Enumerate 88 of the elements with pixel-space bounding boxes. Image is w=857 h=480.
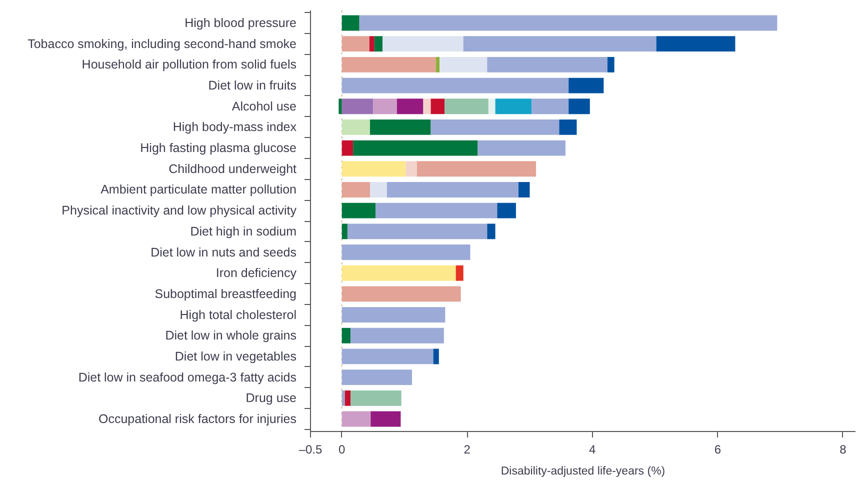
bar <box>342 36 370 52</box>
bar <box>342 411 371 427</box>
x-tick-label: 6 <box>714 442 722 456</box>
bar <box>370 411 401 427</box>
y-tick-label: Diet low in vegetables <box>174 349 297 364</box>
x-tick-label: 8 <box>840 442 847 456</box>
y-tick-label: Ambient particulate matter pollution <box>100 182 297 197</box>
bar <box>359 15 778 31</box>
bar <box>370 182 387 198</box>
y-tick-label: Household air pollution from solid fuels <box>82 58 297 72</box>
bar <box>342 15 360 31</box>
y-tick-label: Occupational risk factors for injuries <box>98 412 297 426</box>
y-tick-label: Diet low in whole grains <box>165 328 296 343</box>
bar <box>406 161 417 177</box>
y-tick-label: Diet low in seafood omega-3 fatty acids <box>78 370 296 384</box>
bar <box>463 36 656 52</box>
y-tick-label: Tobacco smoking, including second-hand smoke <box>28 36 297 51</box>
x-tick-label: 4 <box>589 442 596 456</box>
bar <box>344 390 351 406</box>
y-tick-label: Suboptimal breastfeeding <box>154 286 297 301</box>
x-tick-label: 2 <box>464 442 471 456</box>
y-tick-label: Diet low in fruits <box>208 78 297 93</box>
y-tick-label: Iron deficiency <box>216 266 298 280</box>
bar <box>342 98 374 114</box>
x-tick-label: 0 <box>338 442 346 456</box>
bar <box>487 56 608 72</box>
bar <box>342 307 446 322</box>
bar <box>440 56 488 72</box>
y-tick-label: High blood pressure <box>184 16 297 30</box>
bar <box>436 56 440 72</box>
bar <box>444 98 488 114</box>
bar <box>342 244 470 260</box>
bar <box>568 98 590 114</box>
y-tick-label: Diet high in sodium <box>190 224 297 238</box>
y-tick-label: High total cholesterol <box>180 308 297 322</box>
bar <box>342 140 354 156</box>
bar <box>386 182 518 198</box>
bar <box>342 161 406 177</box>
bar <box>478 140 566 156</box>
bar <box>456 265 464 281</box>
bar <box>342 348 434 364</box>
bar <box>488 98 496 114</box>
bar <box>342 390 345 406</box>
bar <box>433 348 439 364</box>
bar <box>430 98 445 114</box>
bar <box>342 328 351 344</box>
bar <box>416 161 536 177</box>
bar <box>342 224 348 240</box>
bar <box>347 224 488 240</box>
bar <box>373 98 397 114</box>
bar <box>342 370 412 386</box>
bar <box>376 202 498 218</box>
bar <box>495 98 532 114</box>
y-tick-label: High fasting plasma glucose <box>140 141 297 156</box>
bar <box>370 120 431 135</box>
bar <box>568 78 604 94</box>
y-tick-label: Diet low in nuts and seeds <box>150 245 297 260</box>
bar <box>342 202 376 218</box>
y-tick-label: Physical inactivity and low physical activity <box>62 204 298 218</box>
bar <box>430 120 560 135</box>
bar <box>518 182 530 198</box>
bar <box>532 98 569 114</box>
bar <box>338 98 342 114</box>
bar <box>382 36 464 52</box>
bar <box>342 78 569 94</box>
x-tick-label: –0.5 <box>298 442 323 456</box>
y-tick-label: High body-mass index <box>172 120 298 134</box>
bar <box>342 56 436 72</box>
y-tick-label: Drug use <box>246 391 297 406</box>
bar <box>342 182 370 198</box>
y-tick-label: Childhood underweight <box>168 162 298 176</box>
x-axis-title: Disability-adjusted life-years (%) <box>500 466 666 478</box>
bar <box>607 56 614 72</box>
bar <box>350 328 444 344</box>
bar <box>353 140 478 156</box>
y-tick-label: Alcohol use <box>232 99 297 114</box>
bar <box>369 36 374 52</box>
bar <box>396 98 424 114</box>
bar <box>423 98 431 114</box>
bar <box>342 286 461 302</box>
bar <box>487 224 496 240</box>
bar <box>374 36 383 52</box>
bar <box>497 202 516 218</box>
bar <box>342 265 456 281</box>
bar <box>350 390 402 406</box>
bar <box>656 36 736 52</box>
bar <box>342 120 370 135</box>
bar <box>559 120 577 135</box>
